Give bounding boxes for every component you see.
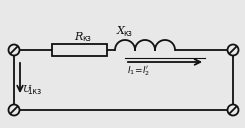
Circle shape xyxy=(9,45,20,56)
Text: кз: кз xyxy=(30,87,41,96)
Bar xyxy=(52,44,107,56)
Text: кз: кз xyxy=(123,29,132,38)
Circle shape xyxy=(228,104,238,115)
Text: $\mathit{I}_1\!=\!\mathit{I}_2'$: $\mathit{I}_1\!=\!\mathit{I}_2'$ xyxy=(127,64,150,78)
Text: U: U xyxy=(22,85,30,94)
Text: R: R xyxy=(74,32,83,42)
Text: кз: кз xyxy=(83,34,91,43)
Text: X: X xyxy=(117,26,125,36)
Circle shape xyxy=(9,104,20,115)
Circle shape xyxy=(228,45,238,56)
Text: 1: 1 xyxy=(27,87,32,96)
